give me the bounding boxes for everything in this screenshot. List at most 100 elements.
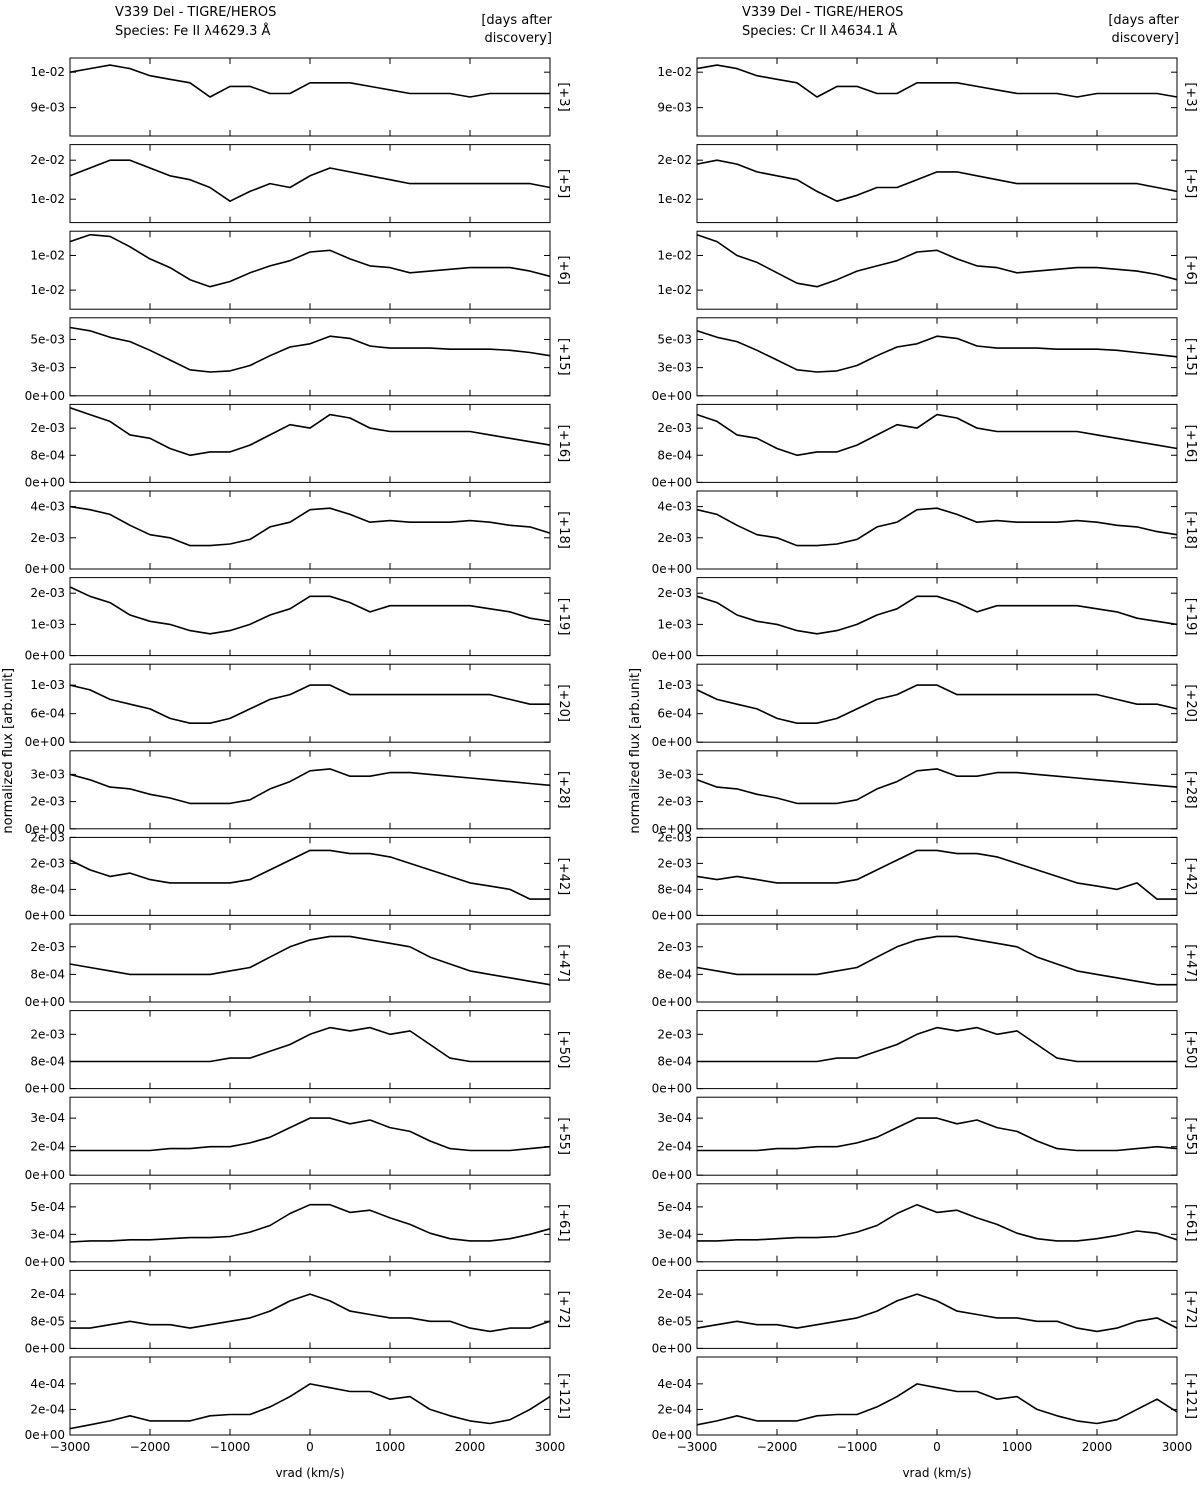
spectrum-line <box>69 326 551 373</box>
y-tick-label: 8e-04 <box>657 967 692 981</box>
panel-label: [+55] <box>556 1117 571 1155</box>
annotation: discovery] <box>1111 31 1179 46</box>
panel: 0e+00 6e-04 1e-03 [+20] <box>25 663 571 749</box>
y-tick-label: 2e-03 <box>30 830 65 844</box>
panel-frame <box>69 577 551 657</box>
panel-frame <box>696 750 1178 830</box>
panel-label: [+28] <box>1183 771 1198 809</box>
y-tick-label: 0e+00 <box>652 562 692 576</box>
y-tick-label: 1e-03 <box>657 617 692 631</box>
chart-title: Species: Fe II λ4629.3 Å <box>115 23 271 39</box>
y-tick-label: 3e-04 <box>657 1227 692 1241</box>
y-axis-label: normalized flux [arb.unit] <box>628 668 643 834</box>
panel-label: [+15] <box>556 338 571 376</box>
x-tick-label: 1000 <box>1002 1440 1033 1454</box>
x-axis-label: vrad (km/s) <box>275 1466 344 1480</box>
spectrum-line <box>69 159 551 202</box>
x-tick-label: 0 <box>306 1440 314 1454</box>
y-tick-label: 8e-04 <box>30 1054 65 1068</box>
panel-frame <box>696 1096 1178 1176</box>
annotation: [days after <box>481 13 552 28</box>
panel-frame <box>696 663 1178 743</box>
panel-label: [+3] <box>556 82 571 111</box>
spectrum-line <box>696 233 1178 288</box>
y-tick-label: 1e-03 <box>30 678 65 692</box>
panel-frame <box>69 1010 551 1090</box>
y-tick-label: 0e+00 <box>652 822 692 836</box>
x-tick-label: 2000 <box>455 1440 486 1454</box>
y-tick-label: 0e+00 <box>652 735 692 749</box>
x-tick-label: −2000 <box>130 1440 171 1454</box>
y-tick-label: 4e-03 <box>657 500 692 514</box>
y-tick-label: 2e-04 <box>30 1140 65 1154</box>
panel-label: [+55] <box>1183 1117 1198 1155</box>
y-tick-label: 0e+00 <box>652 908 692 922</box>
panel: 0e+00 8e-04 2e-03 2e-03 [+42] <box>652 830 1198 922</box>
spectrum-line <box>697 1203 1178 1242</box>
y-tick-label: 8e-04 <box>657 1054 692 1068</box>
panel: 0e+00 8e-04 2e-03 [+16] <box>25 403 571 489</box>
panel-frame <box>69 923 551 1003</box>
y-tick-label: 2e-03 <box>30 421 65 435</box>
y-tick-label: 0e+00 <box>25 1428 65 1442</box>
y-tick-label: 0e+00 <box>652 649 692 663</box>
panel-frame <box>69 1183 551 1263</box>
panel-label: [+5] <box>1183 169 1198 198</box>
panel: 1e-02 1e-02 [+6] <box>657 230 1198 310</box>
y-tick-label: 1e-02 <box>657 283 692 297</box>
panel: 0e+00 8e-04 2e-03 [+50] <box>25 1010 571 1096</box>
spectrum-line <box>697 1026 1177 1063</box>
y-tick-label: 2e-04 <box>30 1287 65 1301</box>
panel: 0e+00 3e-04 5e-04 [+61] <box>652 1183 1198 1269</box>
panel: 0e+00 3e-04 5e-04 [+61] <box>25 1183 571 1269</box>
panel: 0e+00 1e-03 2e-03 [+19] <box>652 577 1198 663</box>
y-tick-label: 9e-03 <box>657 101 692 115</box>
spectrum-line <box>696 684 1178 724</box>
chart-title: V339 Del - TIGRE/HEROS <box>115 5 276 20</box>
y-tick-label: 3e-03 <box>30 361 65 375</box>
panel-label: [+42] <box>1183 858 1198 896</box>
y-tick-label: 5e-04 <box>657 1200 692 1214</box>
panel-frame <box>696 1010 1178 1090</box>
spectrum-line <box>696 768 1178 805</box>
y-tick-label: 8e-05 <box>657 1314 692 1328</box>
y-tick-label: 3e-03 <box>30 767 65 781</box>
y-tick-label: 2e-03 <box>30 586 65 600</box>
panel-label: [+28] <box>556 771 571 809</box>
y-tick-label: 4e-03 <box>30 500 65 514</box>
spectrum-line <box>70 1293 551 1333</box>
panel-label: [+47] <box>556 944 571 982</box>
spectrum-line <box>696 413 1178 457</box>
y-tick-label: 1e-03 <box>657 678 692 692</box>
x-tick-label: 2000 <box>1082 1440 1113 1454</box>
y-tick-label: 1e-02 <box>657 65 692 79</box>
panel-frame <box>696 1269 1178 1349</box>
y-tick-label: 8e-04 <box>30 882 65 896</box>
y-tick-label: 0e+00 <box>25 649 65 663</box>
y-tick-label: 5e-03 <box>30 332 65 346</box>
y-tick-label: 6e-04 <box>30 707 65 721</box>
y-tick-label: 2e-03 <box>30 531 65 545</box>
spectrum-line <box>69 935 551 986</box>
x-tick-label: −2000 <box>757 1440 798 1454</box>
y-tick-label: 0e+00 <box>25 1255 65 1269</box>
panel-frame <box>69 230 551 310</box>
y-tick-label: 2e-03 <box>30 1027 65 1041</box>
panel: 1e-02 2e-02 [+5] <box>30 144 571 224</box>
y-tick-label: 3e-04 <box>30 1111 65 1125</box>
panel-frame <box>69 403 551 483</box>
panel: 0e+00 3e-03 5e-03 [+15] <box>25 317 571 403</box>
spectrum-line <box>696 330 1178 373</box>
spectrum-line <box>696 1383 1178 1426</box>
y-tick-label: 1e-02 <box>30 192 65 206</box>
panel-label: [+20] <box>556 684 571 722</box>
panel: 0e+00 8e-04 2e-03 2e-03 [+42] <box>25 830 571 922</box>
y-tick-label: 3e-04 <box>30 1227 65 1241</box>
y-tick-label: 0e+00 <box>652 995 692 1009</box>
y-tick-label: 6e-04 <box>657 707 692 721</box>
y-tick-label: 2e-03 <box>30 856 65 870</box>
y-tick-label: 8e-04 <box>657 448 692 462</box>
annotation: discovery] <box>484 31 552 46</box>
panel-label: [+18] <box>1183 511 1198 549</box>
y-tick-label: 2e-03 <box>30 940 65 954</box>
